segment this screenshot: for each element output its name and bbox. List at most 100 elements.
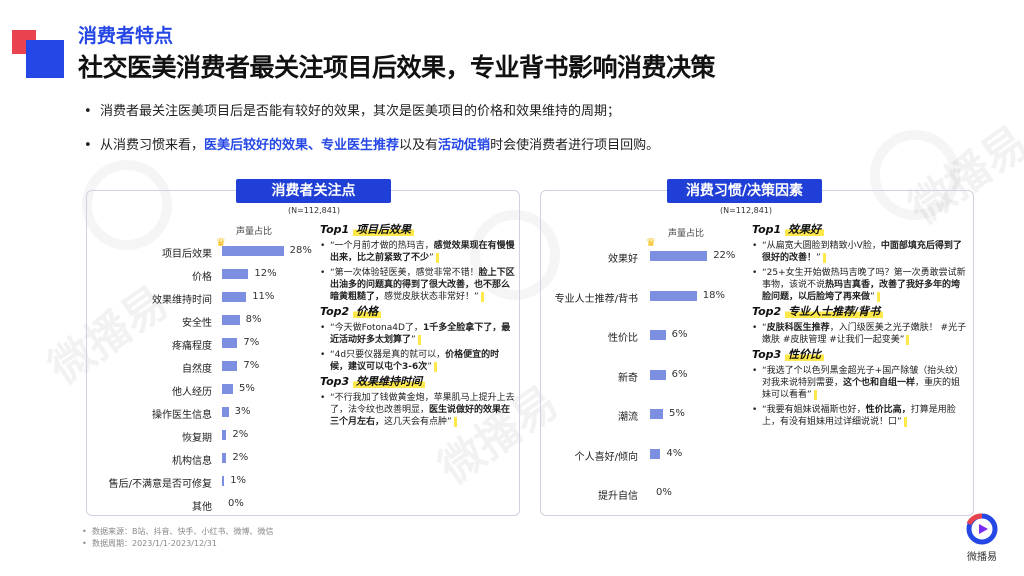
- header-deco-square-blue: [26, 40, 64, 78]
- bar-value: 22%: [713, 250, 736, 261]
- top-name: 性价比: [785, 349, 824, 361]
- bar: [222, 269, 249, 279]
- right-quotes: Top1 效果好 “从扁宽大圆脸到精致小V脸，中面部填充后得到了很好的改善！” “2…: [752, 224, 968, 431]
- bullet-highlight: 医美后较好的效果、专业医生推荐: [204, 138, 400, 153]
- bar: [222, 361, 238, 371]
- bar: [222, 453, 227, 463]
- section-label: 消费者特点: [78, 25, 174, 47]
- quote: “皮肤科医生推荐，入门级医美之光子嫩肤！ #光子嫩肤 #皮肤管理 #让我们一起变…: [752, 322, 968, 346]
- bar-label: 效果好: [608, 254, 638, 265]
- summary-bullet-1: 消费者最关注医美项目后是否能有较好的效果，其次是医美项目的价格和效果维持的周期；: [84, 103, 984, 137]
- brand-logo: 微播易: [962, 512, 1002, 563]
- summary-bullets: 消费者最关注医美项目后是否能有较好的效果，其次是医美项目的价格和效果维持的周期；…: [84, 103, 984, 171]
- quote: “我选了个以色列黑金超光子+国产除皱（抬头纹）对我来说特别需要，这个也和自组一样…: [752, 365, 968, 401]
- bar-label: 潮流: [618, 412, 638, 423]
- bar-value: 2%: [232, 429, 249, 440]
- top-heading: Top1 项目后效果: [320, 224, 516, 236]
- bar: [222, 384, 233, 394]
- bar-label: 专业人士推荐/背书: [554, 293, 638, 305]
- bar-value: 5%: [239, 383, 255, 394]
- bar-label: 机构信息: [172, 456, 212, 467]
- bar-value: 7%: [243, 337, 260, 348]
- bar: [222, 430, 227, 440]
- bar-value: 0%: [656, 487, 672, 498]
- bar-value: 2%: [232, 452, 249, 463]
- top-rank: Top3: [752, 348, 785, 361]
- bar: [650, 290, 697, 301]
- bar-label: 性价比: [608, 333, 638, 344]
- top-heading: Top1 效果好: [752, 224, 968, 236]
- top-rank: Top1: [752, 223, 785, 236]
- bar: [650, 448, 661, 459]
- bar-value: 6%: [671, 368, 688, 380]
- quote: “一个月前才做的热玛吉，感觉效果现在有慢慢出来，比之前紧致了不少”: [320, 240, 516, 264]
- left-sample-size: (N=112,841): [288, 206, 341, 215]
- bar-label: 他人经历: [172, 387, 212, 398]
- bar-value: 8%: [245, 314, 262, 325]
- footer-period: 数据周期：2023/1/1-2023/12/31: [82, 538, 274, 550]
- left-panel-title: 消费者关注点: [236, 179, 391, 203]
- bar-value: 3%: [234, 406, 251, 417]
- bar: [222, 407, 229, 417]
- bar: [650, 330, 666, 340]
- bar-value: 6%: [671, 329, 688, 340]
- top-heading: Top3 性价比: [752, 349, 968, 361]
- top-name: 专业人士推荐/背书: [785, 306, 884, 318]
- bar-value: 5%: [669, 408, 685, 419]
- bar-label: 售后/不满意是否可修复: [108, 479, 212, 490]
- bar: [222, 292, 247, 302]
- bar-label: 其他: [192, 502, 212, 513]
- bar: [222, 246, 284, 256]
- right-col-head: 声量占比: [668, 229, 705, 239]
- right-sample-size: (N=112,841): [720, 206, 773, 215]
- top-heading: Top2 专业人士推荐/背书: [752, 306, 968, 318]
- bar-value: 7%: [243, 360, 260, 371]
- top-heading: Top2 价格: [320, 306, 516, 318]
- top-name: 项目后效果: [353, 224, 414, 236]
- bar-label: 效果维持时间: [152, 295, 212, 306]
- footer: 数据来源：B站、抖音、快手、小红书、微博、微信 数据周期：2023/1/1-20…: [82, 526, 274, 550]
- quote: “25+女生开始做热玛吉晚了吗？第一次勇敢尝试新事物，该说不说热玛吉真香，改善了…: [752, 267, 968, 303]
- bar-label: 安全性: [182, 318, 212, 329]
- bar-label: 恢复期: [182, 433, 212, 444]
- top-rank: Top3: [320, 375, 353, 388]
- quote: “不行我加了钱做黄金炮，苹果肌马上提升上去了，法令纹也改善明显，医生说做好的效果…: [320, 392, 516, 428]
- summary-bullet-2: 从消费习惯来看，医美后较好的效果、专业医生推荐以及有活动促销时会使消费者进行项目…: [84, 137, 984, 171]
- left-quotes: Top1 项目后效果 “一个月前才做的热玛吉，感觉效果现在有慢慢出来，比之前紧致了…: [320, 224, 516, 431]
- top-name: 价格: [353, 306, 381, 318]
- bar: [650, 251, 708, 261]
- bar-value: 12%: [254, 268, 277, 279]
- bar-label: 操作医生信息: [152, 410, 212, 421]
- bar-label: 新奇: [618, 372, 638, 384]
- quote: “今天做Fotona4D了，1千多全脸拿下了，最近活动好多太划算了”: [320, 322, 516, 346]
- bar-value: 1%: [230, 475, 247, 486]
- bar: [222, 476, 225, 486]
- bullet-text: 时会使消费者进行项目回购。: [490, 138, 660, 153]
- right-panel-title: 消费习惯/决策因素: [667, 179, 822, 203]
- crown-icon: ♛: [216, 236, 226, 249]
- bar-value: 0%: [228, 498, 244, 509]
- footer-source: 数据来源：B站、抖音、快手、小红书、微博、微信: [82, 526, 274, 538]
- bullet-highlight: 活动促销: [438, 138, 491, 153]
- top-name: 效果好: [785, 224, 824, 236]
- quote: “第一次体验轻医美，感觉非常不错！脸上下区出油多的问题真的得到了很大改善，也不那…: [320, 267, 516, 303]
- bar-label: 价格: [192, 272, 212, 283]
- bullet-text: 以及有: [399, 138, 439, 153]
- top-name: 效果维持时间: [353, 376, 425, 388]
- bar: [222, 315, 240, 325]
- left-col-head: 声量占比: [236, 227, 273, 237]
- brand-name: 微播易: [967, 552, 997, 563]
- bar-value: 18%: [702, 289, 726, 301]
- top-rank: Top2: [752, 305, 785, 318]
- quote: “我要有姐妹说福斯也好，性价比高，打算是用脸上，有没有姐妹用过详细说说！口”: [752, 404, 968, 428]
- top-rank: Top1: [320, 223, 353, 236]
- bar-label: 项目后效果: [162, 249, 212, 260]
- bar-value: 11%: [252, 291, 275, 302]
- crown-icon: ♛: [646, 236, 656, 249]
- brand-logo-icon: [965, 512, 999, 546]
- bar: [650, 369, 666, 380]
- bar-value: 4%: [666, 447, 683, 459]
- bar-label: 自然度: [182, 364, 212, 375]
- bar: [650, 409, 663, 419]
- bar-value: 28%: [289, 245, 312, 256]
